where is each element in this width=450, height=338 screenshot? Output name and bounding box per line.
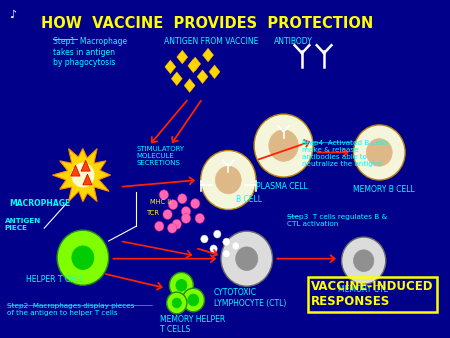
- Text: ANTIGEN
PIECE: ANTIGEN PIECE: [4, 218, 41, 232]
- Text: MEMORY B CELL: MEMORY B CELL: [353, 185, 414, 194]
- Text: MHC II: MHC II: [150, 199, 171, 205]
- Polygon shape: [81, 160, 90, 171]
- Circle shape: [168, 200, 178, 210]
- Polygon shape: [53, 148, 111, 202]
- Text: Step4  Activated B cells
make & release
antibodies able to
neutralize the antige: Step4 Activated B cells make & release a…: [302, 140, 388, 167]
- Circle shape: [195, 213, 204, 223]
- Circle shape: [169, 272, 194, 298]
- Text: STIMULATORY
MOLECULE
SECRETIONS: STIMULATORY MOLECULE SECRETIONS: [136, 146, 184, 166]
- Polygon shape: [197, 70, 208, 83]
- Text: MEMORY HELPER
T CELLS: MEMORY HELPER T CELLS: [160, 315, 225, 334]
- Text: MEMORY CTL: MEMORY CTL: [338, 285, 388, 294]
- Circle shape: [269, 130, 298, 161]
- Circle shape: [188, 294, 199, 306]
- Circle shape: [254, 114, 313, 177]
- Circle shape: [216, 166, 241, 194]
- Circle shape: [210, 245, 217, 253]
- Circle shape: [223, 250, 230, 258]
- Circle shape: [354, 125, 405, 180]
- Polygon shape: [184, 79, 195, 93]
- Text: Step2  Macrophages display pieces
of the antigen to helper T cells: Step2 Macrophages display pieces of the …: [7, 303, 135, 316]
- Circle shape: [191, 199, 200, 209]
- Circle shape: [172, 219, 181, 229]
- Polygon shape: [188, 59, 199, 73]
- Text: TCR: TCR: [147, 211, 160, 217]
- Circle shape: [163, 210, 172, 219]
- Text: Step1  Macrophage
takes in antigen
by phagocytosis: Step1 Macrophage takes in antigen by pha…: [54, 38, 127, 67]
- Text: HELPER T CELL: HELPER T CELL: [26, 275, 83, 284]
- Text: VACCINE-INDUCED
RESPONSES: VACCINE-INDUCED RESPONSES: [311, 280, 434, 308]
- Text: ♪: ♪: [9, 10, 16, 20]
- Polygon shape: [71, 165, 80, 176]
- Circle shape: [232, 242, 239, 250]
- Circle shape: [181, 213, 191, 223]
- Text: ANTIGEN FROM VACCINE: ANTIGEN FROM VACCINE: [164, 38, 258, 46]
- Text: CYTOTOXIC
LYMPHOCYTE (CTL): CYTOTOXIC LYMPHOCYTE (CTL): [214, 288, 286, 308]
- Circle shape: [176, 279, 187, 291]
- Polygon shape: [83, 174, 92, 185]
- Circle shape: [167, 223, 177, 233]
- Polygon shape: [177, 50, 188, 64]
- Polygon shape: [209, 65, 220, 79]
- Circle shape: [159, 190, 168, 200]
- Circle shape: [201, 235, 208, 243]
- Circle shape: [72, 246, 94, 269]
- Text: MACROPHAGE: MACROPHAGE: [9, 199, 71, 208]
- Polygon shape: [165, 60, 176, 74]
- Text: ANTIBODY: ANTIBODY: [274, 38, 313, 46]
- Text: Step3  T cells regulates B &
CTL activation: Step3 T cells regulates B & CTL activati…: [287, 214, 387, 227]
- Circle shape: [172, 298, 181, 308]
- Polygon shape: [171, 72, 182, 86]
- Circle shape: [182, 288, 204, 312]
- Text: HOW  VACCINE  PROVIDES  PROTECTION: HOW VACCINE PROVIDES PROTECTION: [41, 16, 373, 31]
- Polygon shape: [202, 48, 214, 62]
- Circle shape: [166, 292, 187, 314]
- Polygon shape: [189, 57, 201, 71]
- Text: PLASMA CELL: PLASMA CELL: [256, 182, 308, 191]
- Text: B CELL: B CELL: [236, 195, 262, 204]
- Circle shape: [57, 230, 108, 285]
- Circle shape: [221, 231, 273, 286]
- Circle shape: [223, 238, 230, 246]
- Circle shape: [201, 150, 256, 210]
- Circle shape: [342, 237, 386, 284]
- Circle shape: [354, 250, 374, 271]
- Circle shape: [71, 162, 95, 188]
- Circle shape: [236, 247, 258, 270]
- Circle shape: [214, 230, 221, 238]
- Circle shape: [178, 194, 187, 203]
- Circle shape: [366, 139, 392, 166]
- Circle shape: [155, 221, 164, 231]
- Circle shape: [181, 207, 191, 216]
